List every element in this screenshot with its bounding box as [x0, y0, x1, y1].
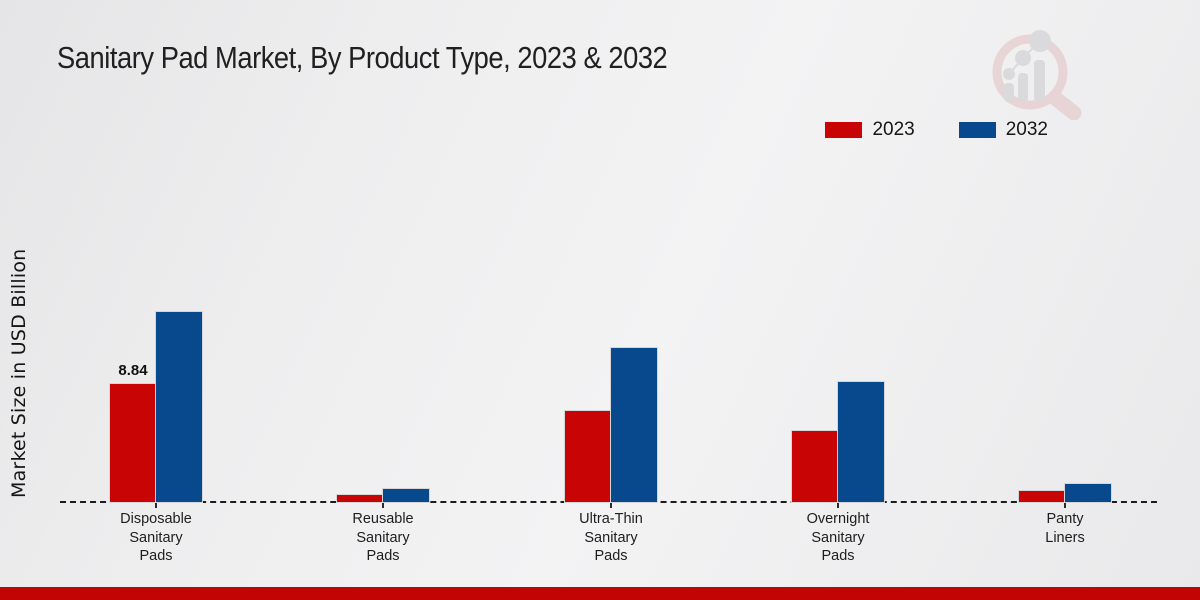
- x-axis-baseline: [60, 501, 1157, 503]
- bar-2023-1: [336, 494, 384, 503]
- category-label-3: Overnight Sanitary Pads: [806, 511, 870, 564]
- category-label-0: Disposable Sanitary Pads: [120, 511, 192, 564]
- legend-label: 2032: [1005, 119, 1048, 140]
- category-label-4: Panty Liners: [1045, 511, 1085, 546]
- footer-stripe: [0, 587, 1200, 600]
- legend-swatch-icon: [958, 122, 996, 138]
- legend-swatch-icon: [825, 122, 863, 138]
- legend-item-2023: 2023: [825, 119, 915, 141]
- axis-tick: [155, 503, 157, 508]
- category-label-1: Reusable Sanitary Pads: [352, 511, 414, 564]
- bar-2032-3: [837, 381, 885, 503]
- bar-2023-2: [564, 410, 612, 503]
- bar-2023-3: [791, 430, 839, 503]
- bar-2023-0: [109, 383, 157, 503]
- magnifier-bar-chart-logo-icon: [992, 24, 1092, 125]
- bar-2032-4: [1064, 483, 1112, 503]
- axis-tick: [382, 503, 384, 508]
- bar-2032-1: [382, 488, 430, 503]
- legend: 2023 2032: [825, 119, 1048, 141]
- bar-2032-0: [155, 311, 203, 503]
- bar-2023-4: [1018, 490, 1066, 503]
- axis-tick: [610, 503, 612, 508]
- chart-title: Sanitary Pad Market, By Product Type, 20…: [57, 40, 668, 75]
- axis-tick: [837, 503, 839, 508]
- axis-tick: [1064, 503, 1066, 508]
- category-label-2: Ultra-Thin Sanitary Pads: [579, 511, 643, 564]
- legend-item-2032: 2032: [958, 119, 1048, 141]
- legend-label: 2023: [872, 119, 915, 140]
- bar-value-label: 8.84: [118, 362, 148, 379]
- bar-2032-2: [610, 347, 658, 503]
